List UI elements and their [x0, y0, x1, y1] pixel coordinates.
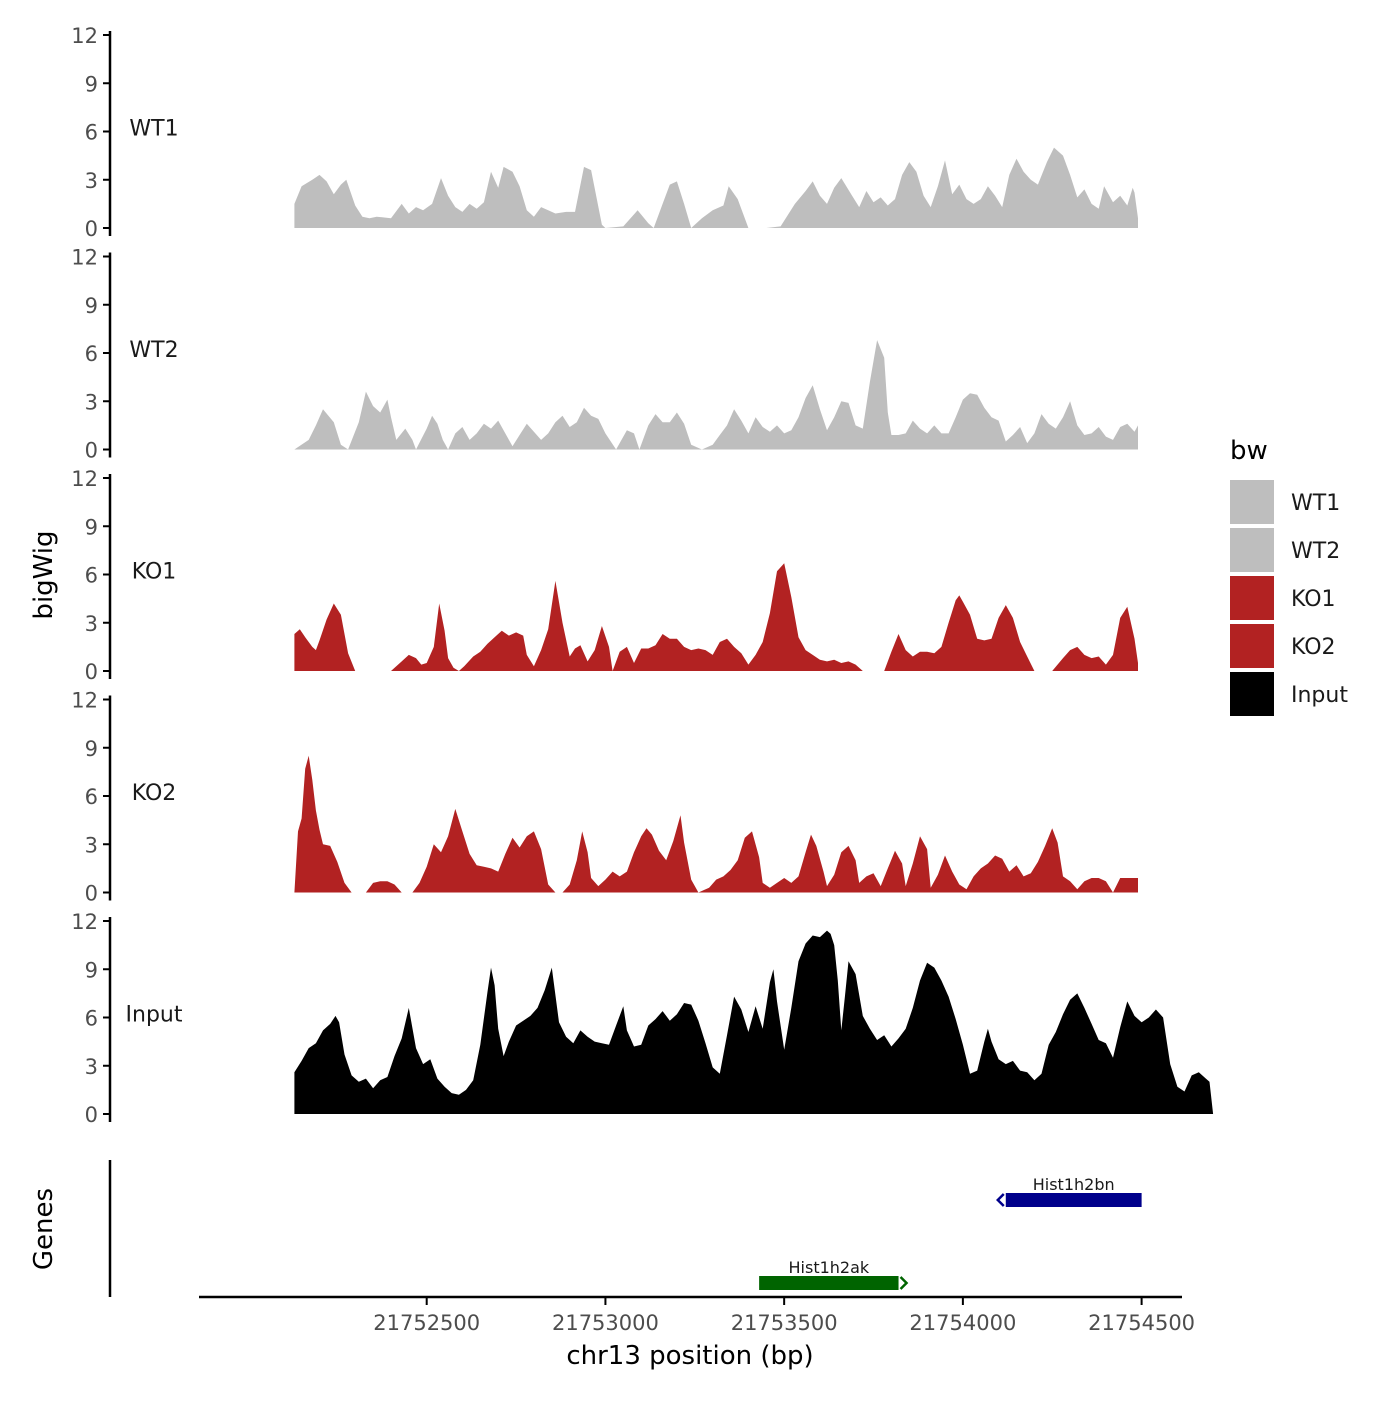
- y-tick-label: 6: [85, 342, 98, 366]
- track-area-input: [294, 930, 1214, 1114]
- track-area-ko1: [294, 563, 1138, 671]
- y-tick-label: 3: [85, 390, 98, 414]
- track-ko2: 0 3 6 9 12 KO2: [71, 689, 1138, 906]
- y-tick-label: 9: [85, 294, 98, 318]
- y-tick-label: 0: [85, 882, 98, 906]
- y-tick-label: 6: [85, 785, 98, 809]
- y-tick-label: 0: [85, 1103, 98, 1127]
- y-tick-label: 9: [85, 958, 98, 982]
- y-tick-label: 12: [71, 246, 98, 270]
- x-tick-label: 21753500: [731, 1311, 838, 1335]
- legend: bw WT1 WT2 KO1 KO2 Input: [1230, 436, 1348, 716]
- gene-hist1h2ak: Hist1h2ak: [759, 1258, 909, 1290]
- x-tick-label: 21752500: [373, 1311, 480, 1335]
- legend-key-wt2: [1230, 528, 1274, 572]
- y-tick-label: 12: [71, 910, 98, 934]
- y-tick-label: 3: [85, 169, 98, 193]
- gene-body: [1005, 1193, 1142, 1207]
- track-ko1: 0 3 6 9 12 KO1: [71, 467, 1138, 684]
- legend-label-input: Input: [1291, 683, 1348, 708]
- strand-arrow-icon: [996, 1193, 1005, 1207]
- gene-hist1h2bn: Hist1h2bn: [996, 1175, 1142, 1207]
- x-tick-label: 21754000: [909, 1311, 1016, 1335]
- gene-features: Hist1h2bn Hist1h2ak: [759, 1175, 1142, 1290]
- track-label-wt1: WT1: [129, 116, 178, 141]
- legend-key-ko2: [1230, 624, 1274, 668]
- y-tick-label: 6: [85, 564, 98, 588]
- track-area-ko2: [294, 755, 1138, 893]
- gene-label: Hist1h2bn: [1033, 1175, 1115, 1194]
- y-tick-label: 0: [85, 660, 98, 684]
- legend-key-input: [1230, 672, 1274, 716]
- legend-key-ko1: [1230, 576, 1274, 620]
- legend-key-wt1: [1230, 480, 1274, 524]
- track-wt2: 0 3 6 9 12 WT2: [71, 246, 1138, 463]
- track-input: 0 3 6 9 12 Input: [71, 910, 1214, 1127]
- strand-arrow-icon: [899, 1276, 909, 1290]
- track-label-ko1: KO1: [132, 559, 177, 584]
- track-area-wt1: [294, 147, 1138, 228]
- legend-title: bw: [1230, 436, 1268, 466]
- y-tick-label: 3: [85, 612, 98, 636]
- y-tick-label: 6: [85, 1007, 98, 1031]
- y-tick-label: 9: [85, 737, 98, 761]
- y-tick-label: 3: [85, 1055, 98, 1079]
- x-axis: chr13 position (bp) 21752500 21753000 2175…: [199, 1295, 1195, 1371]
- genes-axis-title: Genes: [29, 1188, 59, 1270]
- legend-label-wt2: WT2: [1291, 539, 1340, 564]
- y-tick-label: 0: [85, 217, 98, 241]
- y-tick-label: 9: [85, 72, 98, 96]
- y-tick-label: 12: [71, 24, 98, 48]
- track-wt1: 0 3 6 9 12 WT1: [71, 24, 1138, 241]
- legend-label-ko2: KO2: [1291, 635, 1336, 660]
- y-tick-label: 3: [85, 833, 98, 857]
- y-tick-label: 12: [71, 689, 98, 713]
- y-axis-title: bigWig: [29, 530, 59, 619]
- y-tick-label: 6: [85, 121, 98, 145]
- bigwig-tracks: 0 3 6 9 12 WT1 0 3 6 9 12 WT2 0 3 6 9 12 KO1 0 3 6 9 12 KO2 0 3 6 9…: [71, 24, 1214, 1127]
- legend-label-wt1: WT1: [1291, 491, 1340, 516]
- y-tick-label: 0: [85, 439, 98, 463]
- x-tick-label: 21753000: [552, 1311, 659, 1335]
- gene-body: [759, 1276, 899, 1290]
- y-tick-label: 9: [85, 515, 98, 539]
- y-tick-label: 12: [71, 467, 98, 491]
- track-label-input: Input: [126, 1002, 183, 1027]
- x-axis-title: chr13 position (bp): [566, 1341, 813, 1371]
- track-label-wt2: WT2: [129, 338, 178, 363]
- track-label-ko2: KO2: [132, 781, 177, 806]
- track-area-wt2: [294, 340, 1138, 450]
- legend-label-ko1: KO1: [1291, 587, 1336, 612]
- genes-panel: Genes Hist1h2bn Hist1h2ak: [29, 1160, 1142, 1297]
- gene-label: Hist1h2ak: [789, 1258, 870, 1277]
- x-tick-label: 21754500: [1088, 1311, 1195, 1335]
